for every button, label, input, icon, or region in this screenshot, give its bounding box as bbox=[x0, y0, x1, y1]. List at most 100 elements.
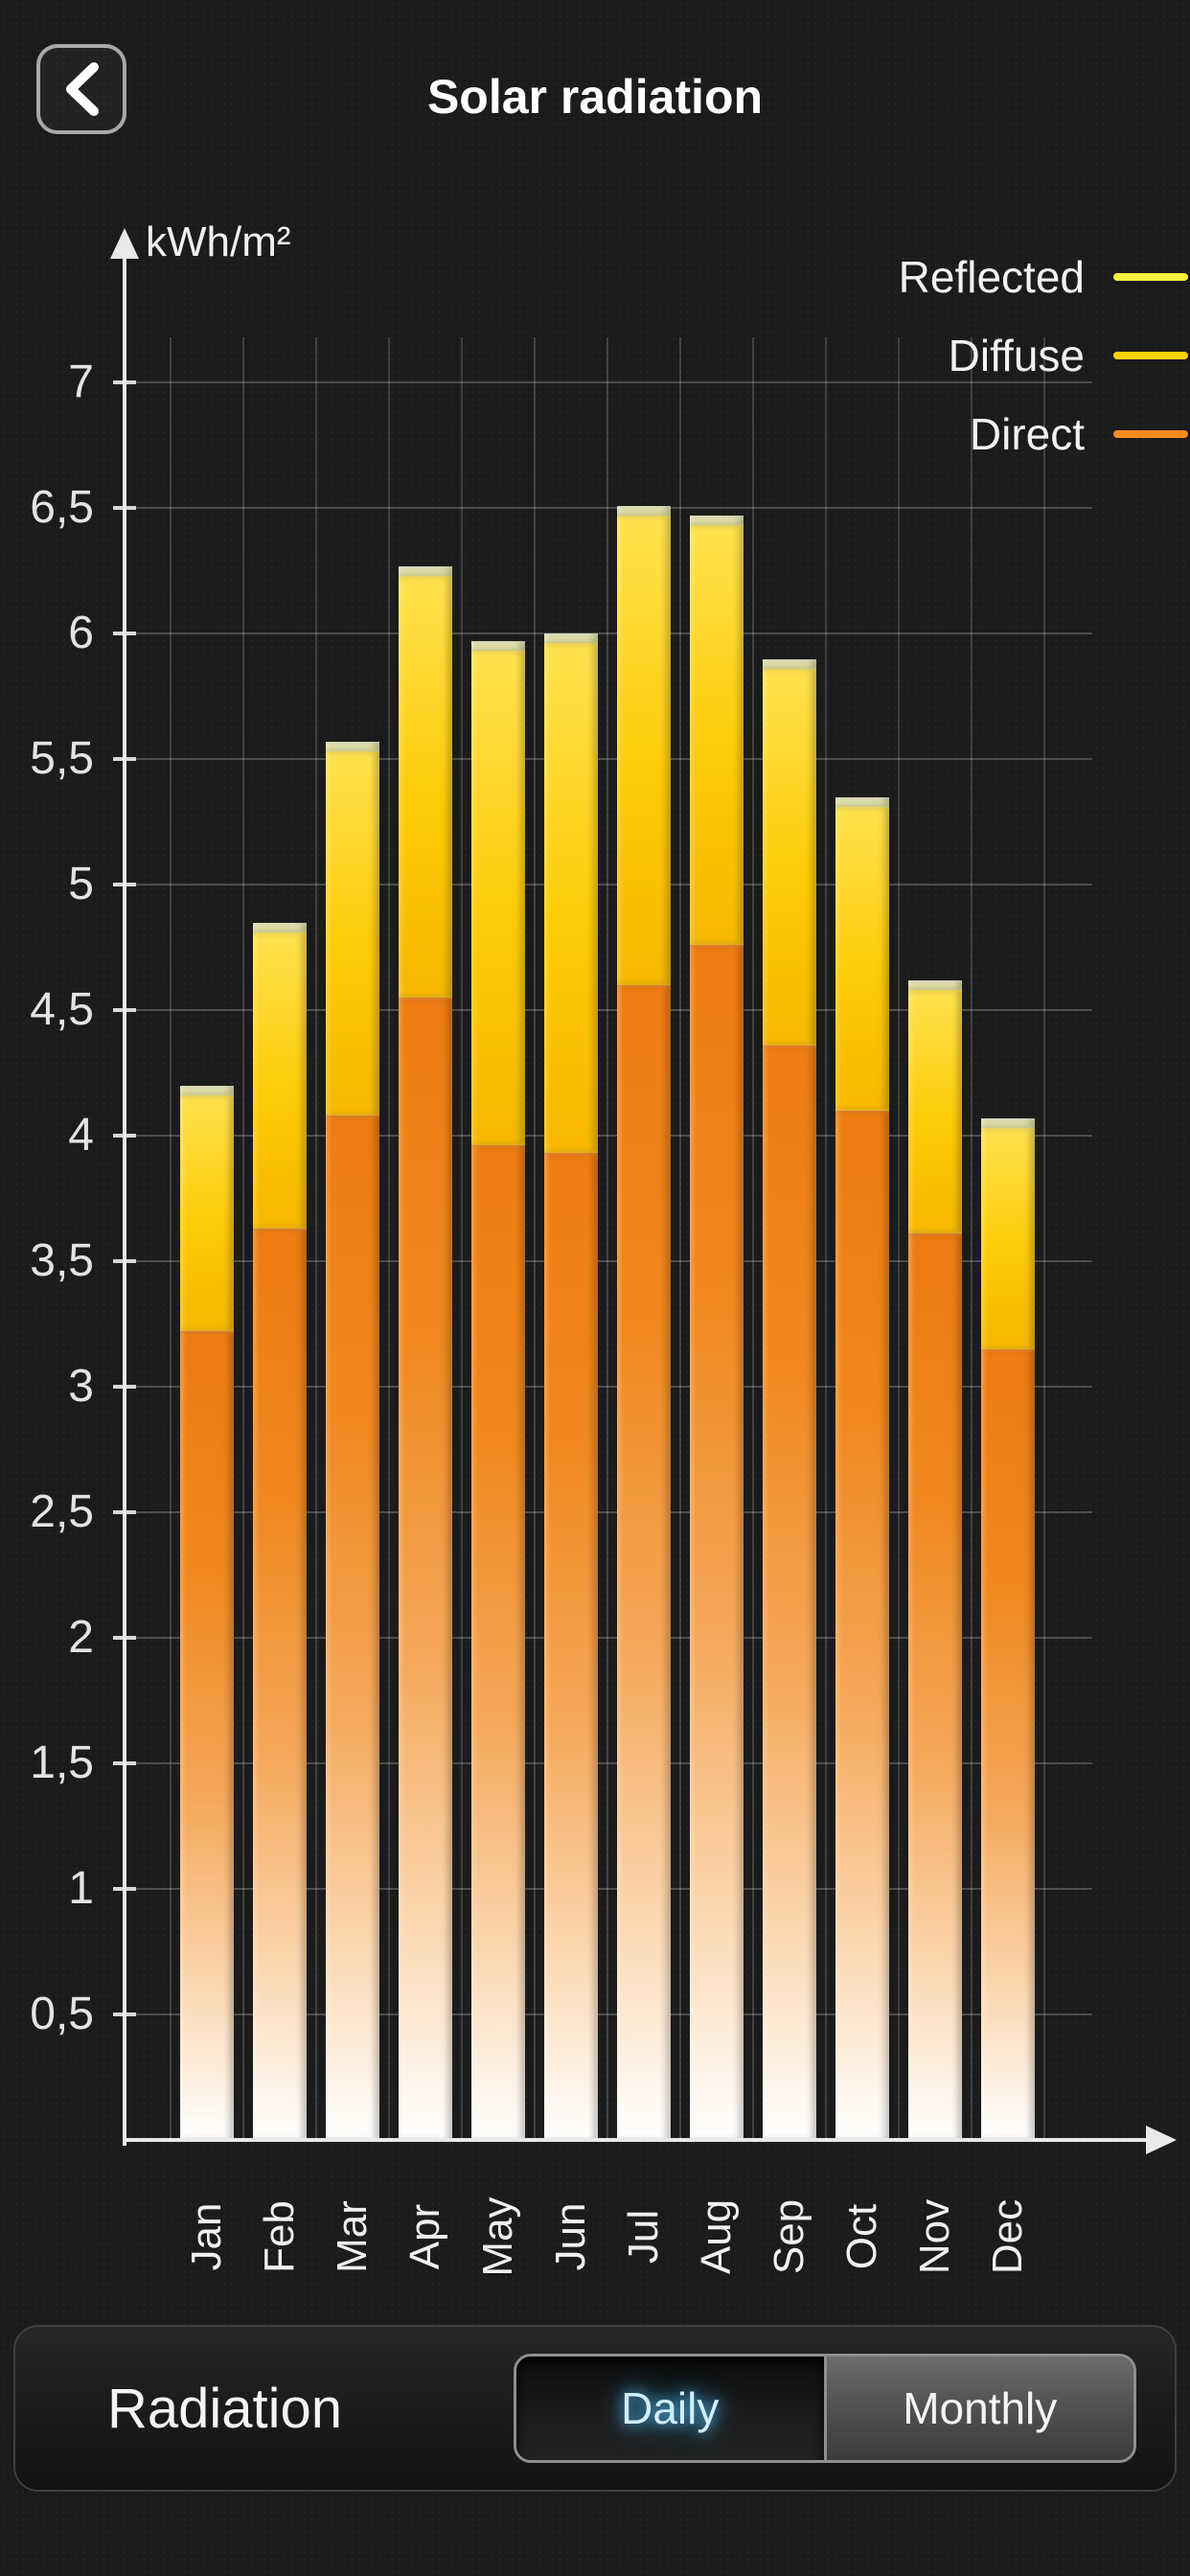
bar-segment-direct bbox=[690, 945, 744, 2140]
x-axis-label: Jul bbox=[620, 2209, 667, 2265]
v-gridline bbox=[315, 337, 317, 2140]
y-tick-label: 6 bbox=[68, 608, 94, 658]
x-axis-label: Nov bbox=[911, 2198, 958, 2275]
legend-label: Diffuse bbox=[948, 331, 1085, 380]
view-mode-segmented-control: Daily Monthly bbox=[514, 2354, 1136, 2463]
h-gridline bbox=[125, 1135, 1092, 1137]
bar-segment-diffuse bbox=[253, 932, 307, 1229]
bar-segment-direct bbox=[908, 1233, 962, 2140]
x-axis-label: Jan bbox=[183, 2202, 230, 2271]
h-gridline bbox=[125, 758, 1092, 760]
y-axis-unit-label: kWh/m² bbox=[146, 218, 291, 265]
x-axis-label: Mar bbox=[329, 2200, 376, 2273]
bar-segment-direct bbox=[326, 1116, 379, 2140]
radiation-label: Radiation bbox=[107, 2377, 343, 2440]
h-gridline bbox=[125, 381, 1092, 383]
bar-segment-reflected bbox=[835, 797, 889, 807]
v-gridline bbox=[242, 337, 244, 2140]
y-tick-label: 2 bbox=[68, 1612, 94, 1663]
h-gridline bbox=[125, 632, 1092, 634]
bar-segment-reflected bbox=[690, 516, 744, 525]
bar-segment-direct bbox=[471, 1145, 525, 2140]
reflected-line-swatch bbox=[1113, 273, 1188, 281]
x-axis-label: Sep bbox=[766, 2198, 812, 2275]
y-tick-label: 5 bbox=[68, 859, 94, 909]
bar-segment-diffuse bbox=[399, 576, 452, 998]
v-gridline bbox=[534, 337, 536, 2140]
v-gridline bbox=[971, 337, 973, 2140]
bar-segment-reflected bbox=[253, 923, 307, 932]
bar-segment-direct bbox=[981, 1349, 1035, 2140]
v-gridline bbox=[170, 337, 172, 2140]
x-axis-arrow bbox=[1146, 2126, 1177, 2154]
h-gridline bbox=[125, 1260, 1092, 1262]
v-gridline bbox=[679, 337, 681, 2140]
bar-segment-direct bbox=[835, 1111, 889, 2140]
bar-segment-direct bbox=[617, 985, 671, 2140]
v-gridline bbox=[825, 337, 827, 2140]
bar-segment-diffuse bbox=[326, 751, 379, 1116]
y-axis-arrow bbox=[110, 228, 139, 259]
legend-item-diffuse: Diffuse bbox=[949, 330, 1188, 381]
y-tick-label: 1,5 bbox=[30, 1737, 94, 1788]
h-gridline bbox=[125, 2013, 1092, 2015]
bar-segment-diffuse bbox=[908, 990, 962, 1233]
v-gridline bbox=[898, 337, 900, 2140]
bar-segment-reflected bbox=[763, 659, 816, 669]
bar-segment-reflected bbox=[617, 506, 671, 516]
h-gridline bbox=[125, 1511, 1092, 1513]
segment-daily[interactable]: Daily bbox=[516, 2357, 824, 2460]
y-tick-label: 4 bbox=[68, 1110, 94, 1161]
legend-item-reflected: Reflected bbox=[899, 251, 1188, 303]
y-tick-label: 2,5 bbox=[30, 1486, 94, 1537]
v-gridline bbox=[752, 337, 754, 2140]
bar-segment-direct bbox=[763, 1046, 816, 2140]
x-axis-label: Jun bbox=[547, 2202, 594, 2271]
h-gridline bbox=[125, 1762, 1092, 1764]
bar-segment-reflected bbox=[544, 633, 598, 643]
page-title: Solar radiation bbox=[426, 70, 764, 124]
v-gridline bbox=[461, 337, 463, 2140]
legend-label: Reflected bbox=[898, 252, 1085, 302]
y-tick-label: 3,5 bbox=[30, 1235, 94, 1286]
chevron-left-icon bbox=[59, 59, 103, 119]
x-axis-label: May bbox=[474, 2196, 521, 2277]
diffuse-line-swatch bbox=[1113, 352, 1188, 359]
y-tick-label: 7 bbox=[68, 356, 94, 407]
y-tick-label: 0,5 bbox=[30, 1989, 94, 2039]
chart-legend: Reflected Diffuse Direct bbox=[899, 251, 1188, 460]
bar-segment-reflected bbox=[180, 1086, 234, 1095]
bar-segment-direct bbox=[399, 998, 452, 2140]
bar-segment-direct bbox=[253, 1229, 307, 2140]
bar-segment-diffuse bbox=[690, 525, 744, 945]
y-tick-label: 1 bbox=[68, 1863, 94, 1914]
bar-segment-diffuse bbox=[617, 516, 671, 985]
segment-monthly[interactable]: Monthly bbox=[823, 2357, 1133, 2460]
back-button[interactable] bbox=[36, 44, 126, 134]
bar-segment-diffuse bbox=[835, 807, 889, 1111]
bar-segment-diffuse bbox=[180, 1095, 234, 1331]
y-axis-line bbox=[123, 257, 126, 2146]
y-tick-label: 5,5 bbox=[30, 733, 94, 784]
y-tick-label: 6,5 bbox=[30, 482, 94, 533]
x-axis-label: Oct bbox=[838, 2203, 885, 2270]
x-axis-line bbox=[123, 2138, 1146, 2142]
h-gridline bbox=[125, 1637, 1092, 1639]
x-axis-label: Feb bbox=[256, 2200, 303, 2273]
x-axis-label: Aug bbox=[693, 2198, 740, 2275]
h-gridline bbox=[125, 1888, 1092, 1890]
h-gridline bbox=[125, 1386, 1092, 1388]
bar-segment-reflected bbox=[326, 742, 379, 751]
h-gridline bbox=[125, 884, 1092, 886]
bar-segment-diffuse bbox=[763, 669, 816, 1046]
v-gridline bbox=[388, 337, 390, 2140]
legend-label: Direct bbox=[969, 409, 1085, 459]
bar-segment-direct bbox=[544, 1153, 598, 2140]
y-tick-label: 3 bbox=[68, 1361, 94, 1412]
bar-segment-reflected bbox=[399, 566, 452, 576]
legend-item-direct: Direct bbox=[970, 408, 1188, 460]
x-axis-label: Dec bbox=[984, 2198, 1031, 2275]
bar-segment-diffuse bbox=[981, 1128, 1035, 1349]
bottom-control-panel: Radiation Daily Monthly bbox=[13, 2325, 1177, 2492]
